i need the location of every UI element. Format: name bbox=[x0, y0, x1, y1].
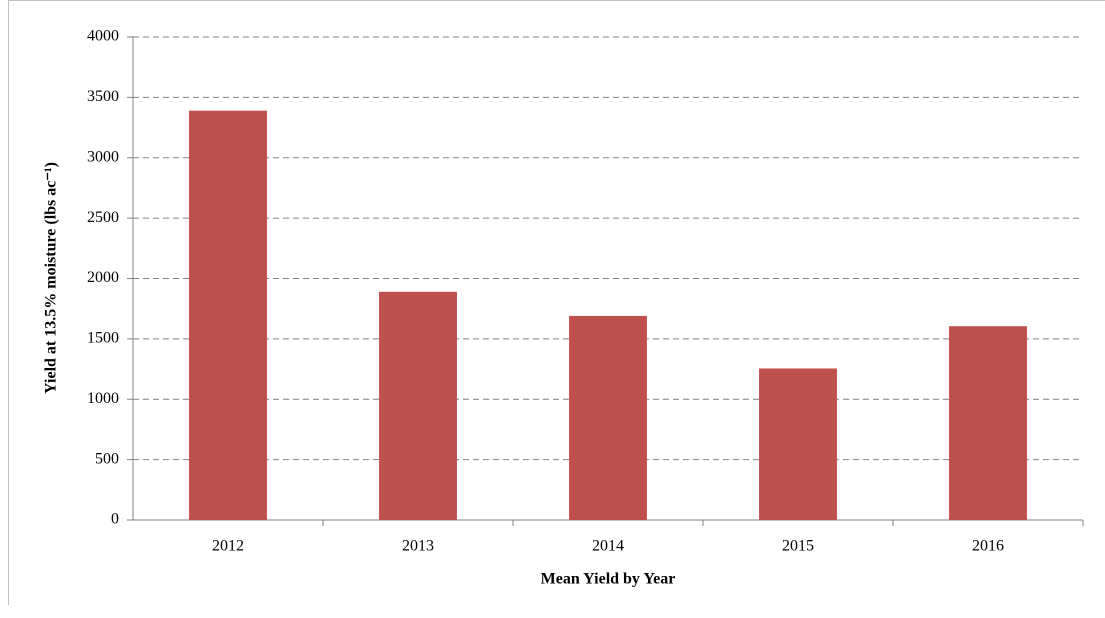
y-tick-label: 2000 bbox=[87, 269, 119, 286]
bar bbox=[569, 315, 647, 520]
chart-border bbox=[8, 0, 1105, 605]
y-tick-label: 2500 bbox=[87, 209, 119, 226]
x-tick-label: 2015 bbox=[782, 538, 814, 555]
y-tick-label: 1000 bbox=[87, 390, 119, 407]
y-tick-label: 0 bbox=[111, 511, 119, 528]
x-tick-label: 2014 bbox=[592, 538, 624, 555]
bar bbox=[189, 110, 267, 520]
y-tick-label: 4000 bbox=[87, 28, 119, 45]
x-tick-label: 2013 bbox=[402, 538, 434, 555]
x-tick-label: 2016 bbox=[972, 538, 1004, 555]
y-tick-label: 1500 bbox=[87, 330, 119, 347]
y-tick-label: 500 bbox=[95, 450, 119, 467]
y-axis-title: Yield at 13.5% moisture (lbs ac⁻¹) bbox=[43, 162, 60, 394]
y-tick-label: 3000 bbox=[87, 148, 119, 165]
bar bbox=[949, 326, 1027, 520]
bar bbox=[379, 291, 457, 520]
bar bbox=[759, 368, 837, 520]
x-tick-label: 2012 bbox=[212, 538, 244, 555]
y-tick-label: 3500 bbox=[87, 88, 119, 105]
x-axis-title: Mean Yield by Year bbox=[541, 571, 676, 588]
